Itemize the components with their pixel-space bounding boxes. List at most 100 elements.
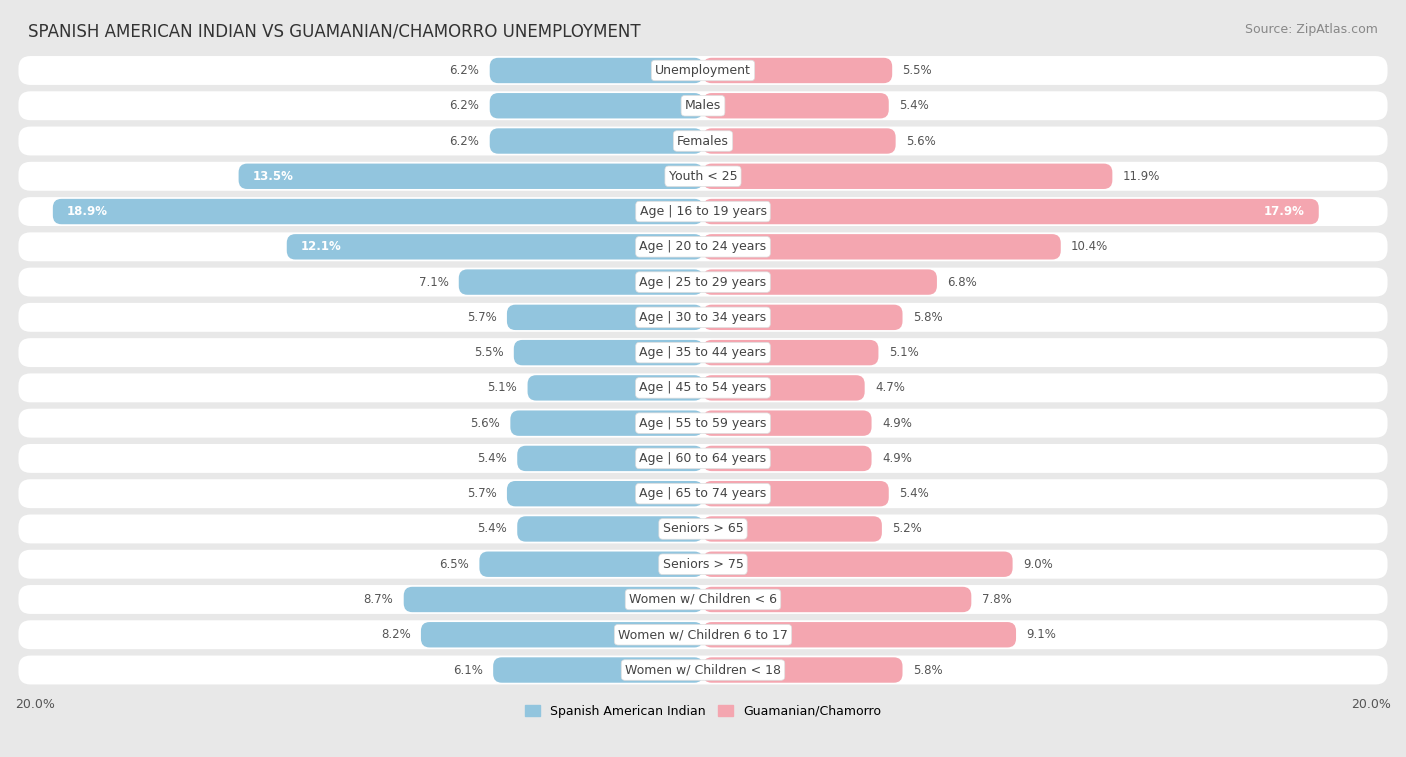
FancyBboxPatch shape: [18, 515, 1388, 544]
Text: 6.2%: 6.2%: [450, 135, 479, 148]
Text: 6.2%: 6.2%: [450, 99, 479, 112]
FancyBboxPatch shape: [703, 410, 872, 436]
FancyBboxPatch shape: [18, 479, 1388, 508]
Text: 13.5%: 13.5%: [252, 170, 294, 182]
FancyBboxPatch shape: [703, 587, 972, 612]
FancyBboxPatch shape: [703, 340, 879, 366]
Text: Youth < 25: Youth < 25: [669, 170, 737, 182]
FancyBboxPatch shape: [703, 446, 872, 471]
FancyBboxPatch shape: [18, 197, 1388, 226]
Text: Age | 30 to 34 years: Age | 30 to 34 years: [640, 311, 766, 324]
FancyBboxPatch shape: [494, 657, 703, 683]
FancyBboxPatch shape: [703, 375, 865, 400]
FancyBboxPatch shape: [18, 550, 1388, 578]
Text: 5.1%: 5.1%: [488, 382, 517, 394]
Text: Age | 16 to 19 years: Age | 16 to 19 years: [640, 205, 766, 218]
FancyBboxPatch shape: [18, 232, 1388, 261]
Text: Source: ZipAtlas.com: Source: ZipAtlas.com: [1244, 23, 1378, 36]
Text: Age | 25 to 29 years: Age | 25 to 29 years: [640, 276, 766, 288]
FancyBboxPatch shape: [458, 269, 703, 294]
Text: Seniors > 75: Seniors > 75: [662, 558, 744, 571]
FancyBboxPatch shape: [239, 164, 703, 189]
FancyBboxPatch shape: [18, 56, 1388, 85]
FancyBboxPatch shape: [508, 304, 703, 330]
Text: 12.1%: 12.1%: [301, 240, 342, 254]
FancyBboxPatch shape: [404, 587, 703, 612]
Text: 5.8%: 5.8%: [912, 311, 942, 324]
Text: 5.7%: 5.7%: [467, 488, 496, 500]
Text: 8.2%: 8.2%: [381, 628, 411, 641]
FancyBboxPatch shape: [703, 129, 896, 154]
FancyBboxPatch shape: [703, 93, 889, 118]
FancyBboxPatch shape: [18, 620, 1388, 650]
FancyBboxPatch shape: [510, 410, 703, 436]
Text: 20.0%: 20.0%: [15, 697, 55, 711]
Text: Females: Females: [678, 135, 728, 148]
FancyBboxPatch shape: [703, 622, 1017, 647]
Text: 4.9%: 4.9%: [882, 416, 911, 430]
FancyBboxPatch shape: [18, 92, 1388, 120]
Text: Women w/ Children 6 to 17: Women w/ Children 6 to 17: [619, 628, 787, 641]
Text: 5.6%: 5.6%: [470, 416, 501, 430]
Text: 4.7%: 4.7%: [875, 382, 905, 394]
Text: 5.4%: 5.4%: [477, 452, 508, 465]
Text: Males: Males: [685, 99, 721, 112]
Text: Age | 45 to 54 years: Age | 45 to 54 years: [640, 382, 766, 394]
Text: 5.6%: 5.6%: [905, 135, 936, 148]
FancyBboxPatch shape: [703, 481, 889, 506]
FancyBboxPatch shape: [18, 268, 1388, 297]
Text: 5.5%: 5.5%: [903, 64, 932, 77]
FancyBboxPatch shape: [489, 93, 703, 118]
FancyBboxPatch shape: [18, 409, 1388, 438]
Legend: Spanish American Indian, Guamanian/Chamorro: Spanish American Indian, Guamanian/Chamo…: [520, 699, 886, 723]
Text: 18.9%: 18.9%: [66, 205, 108, 218]
FancyBboxPatch shape: [479, 552, 703, 577]
FancyBboxPatch shape: [489, 58, 703, 83]
Text: 6.5%: 6.5%: [439, 558, 470, 571]
Text: Unemployment: Unemployment: [655, 64, 751, 77]
Text: Women w/ Children < 18: Women w/ Children < 18: [626, 664, 780, 677]
Text: Age | 55 to 59 years: Age | 55 to 59 years: [640, 416, 766, 430]
FancyBboxPatch shape: [18, 585, 1388, 614]
FancyBboxPatch shape: [703, 234, 1060, 260]
Text: 6.2%: 6.2%: [450, 64, 479, 77]
FancyBboxPatch shape: [517, 516, 703, 542]
Text: 7.1%: 7.1%: [419, 276, 449, 288]
Text: 5.5%: 5.5%: [474, 346, 503, 359]
FancyBboxPatch shape: [18, 656, 1388, 684]
FancyBboxPatch shape: [703, 199, 1319, 224]
Text: Women w/ Children < 6: Women w/ Children < 6: [628, 593, 778, 606]
FancyBboxPatch shape: [18, 303, 1388, 332]
FancyBboxPatch shape: [703, 516, 882, 542]
FancyBboxPatch shape: [703, 657, 903, 683]
FancyBboxPatch shape: [513, 340, 703, 366]
Text: 6.1%: 6.1%: [453, 664, 482, 677]
Text: 17.9%: 17.9%: [1264, 205, 1305, 218]
FancyBboxPatch shape: [703, 58, 893, 83]
FancyBboxPatch shape: [517, 446, 703, 471]
Text: Age | 35 to 44 years: Age | 35 to 44 years: [640, 346, 766, 359]
Text: 11.9%: 11.9%: [1122, 170, 1160, 182]
FancyBboxPatch shape: [18, 338, 1388, 367]
Text: Age | 60 to 64 years: Age | 60 to 64 years: [640, 452, 766, 465]
FancyBboxPatch shape: [18, 444, 1388, 473]
Text: 20.0%: 20.0%: [1351, 697, 1391, 711]
Text: 5.4%: 5.4%: [898, 488, 929, 500]
Text: Age | 65 to 74 years: Age | 65 to 74 years: [640, 488, 766, 500]
Text: 5.2%: 5.2%: [893, 522, 922, 535]
FancyBboxPatch shape: [703, 552, 1012, 577]
Text: 8.7%: 8.7%: [364, 593, 394, 606]
FancyBboxPatch shape: [53, 199, 703, 224]
Text: Seniors > 65: Seniors > 65: [662, 522, 744, 535]
FancyBboxPatch shape: [18, 162, 1388, 191]
Text: 7.8%: 7.8%: [981, 593, 1011, 606]
FancyBboxPatch shape: [703, 269, 936, 294]
Text: 9.0%: 9.0%: [1024, 558, 1053, 571]
FancyBboxPatch shape: [703, 304, 903, 330]
FancyBboxPatch shape: [18, 373, 1388, 402]
Text: 5.4%: 5.4%: [898, 99, 929, 112]
FancyBboxPatch shape: [508, 481, 703, 506]
Text: 4.9%: 4.9%: [882, 452, 911, 465]
FancyBboxPatch shape: [703, 164, 1112, 189]
FancyBboxPatch shape: [287, 234, 703, 260]
